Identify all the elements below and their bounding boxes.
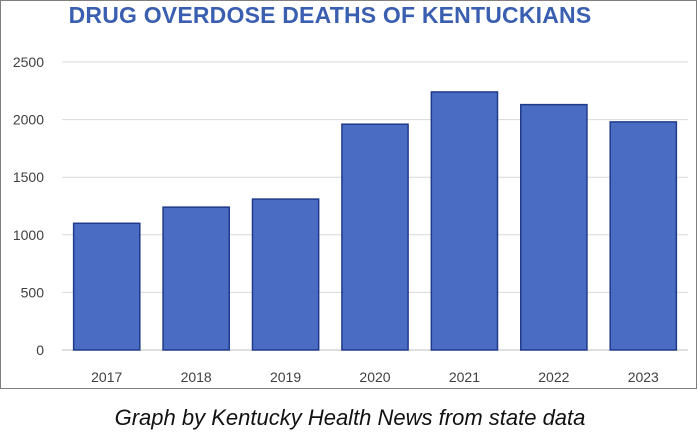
y-tick-label: 1500 (13, 169, 44, 185)
y-tick-label: 500 (21, 284, 45, 300)
chart-title: DRUG OVERDOSE DEATHS OF KENTUCKIANS (68, 2, 592, 28)
y-tick-label: 1000 (13, 227, 44, 243)
bar-2021 (430, 91, 499, 351)
bar-2019 (251, 198, 320, 351)
x-tick-label: 2020 (359, 369, 390, 385)
x-tick-label: 2022 (538, 369, 569, 385)
chart-caption: Graph by Kentucky Health News from state… (114, 405, 586, 430)
bar-2018 (162, 206, 230, 351)
bar-2023 (609, 121, 678, 351)
bar-2022 (520, 103, 588, 351)
y-tick-label: 2500 (13, 54, 44, 70)
y-tick-label: 0 (36, 342, 44, 358)
x-tick-label: 2017 (91, 369, 122, 385)
x-tick-label: 2018 (181, 369, 212, 385)
bar-2020 (341, 123, 409, 351)
x-tick-label: 2019 (270, 369, 301, 385)
bar-chart: 0 500 1000 1500 2000 2500 2017 2018 2019 2020 202… (13, 54, 688, 385)
bar-2017 (72, 222, 141, 351)
x-tick-label: 2023 (628, 369, 659, 385)
y-tick-label: 2000 (13, 112, 44, 128)
x-tick-label: 2021 (449, 369, 480, 385)
